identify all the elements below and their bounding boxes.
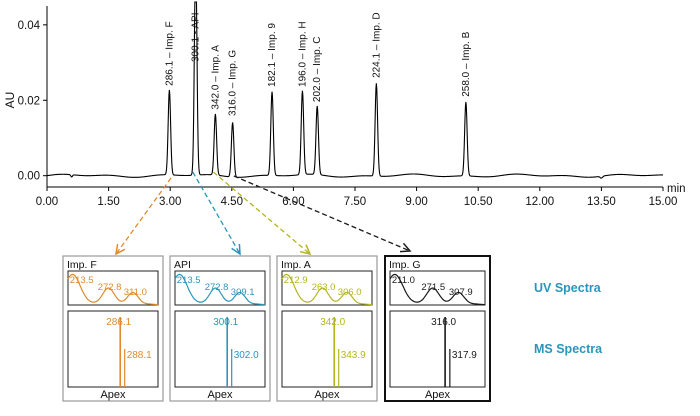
peak-arrow-line bbox=[192, 171, 241, 255]
y-axis-title: AU bbox=[3, 92, 17, 109]
x-tick-label: 1.50 bbox=[97, 196, 119, 208]
ms-spectra-label: MS Spectra bbox=[534, 342, 603, 356]
uv-peak-label: 213.5 bbox=[70, 275, 94, 286]
x-tick-label: 13.50 bbox=[587, 196, 616, 208]
x-tick-label: 9.00 bbox=[405, 196, 427, 208]
apex-label: Apex bbox=[425, 389, 451, 401]
uv-peak-label: 272.8 bbox=[205, 282, 229, 293]
ms-spectrum-box bbox=[67, 310, 159, 388]
chromatogram-trace bbox=[46, 1, 663, 179]
uv-peak-label: 306.0 bbox=[338, 287, 362, 298]
ms-main-ion-label: 300.1 bbox=[213, 317, 238, 328]
x-tick-label: 3.00 bbox=[159, 196, 181, 208]
uv-spectrum-curve bbox=[174, 273, 266, 306]
spectra-panel-frame bbox=[62, 255, 164, 402]
spectra-panel-frame bbox=[169, 255, 271, 402]
spectra-panel-frame bbox=[384, 255, 491, 402]
peak-label: 182.1 – Imp. 9 bbox=[267, 23, 278, 87]
ms-spectrum-box bbox=[174, 310, 266, 388]
uv-peak-label: 309.1 bbox=[231, 287, 255, 298]
peak-label: 286.1 – Imp. F bbox=[164, 21, 175, 85]
apex-label: Apex bbox=[314, 389, 340, 401]
uv-spectrum-box bbox=[389, 270, 486, 306]
x-tick-label: 7.50 bbox=[344, 196, 366, 208]
peak-label: 258.0 – Imp. B bbox=[461, 31, 472, 96]
uv-peak-label: 272.8 bbox=[98, 282, 122, 293]
x-tick-label: 12.00 bbox=[525, 196, 554, 208]
x-tick-label: 15.00 bbox=[649, 196, 678, 208]
peak-label: 316.0 – Imp. G bbox=[228, 50, 239, 116]
peak-arrow-line bbox=[212, 171, 311, 255]
ms-isotope-label: 343.9 bbox=[341, 350, 366, 361]
uv-peak-label: 307.9 bbox=[449, 287, 473, 298]
uv-spectrum-curve bbox=[281, 273, 373, 306]
uv-spectra-label: UV Spectra bbox=[534, 281, 602, 295]
ms-main-ion-label: 286.1 bbox=[106, 317, 131, 328]
y-tick-label: 0.00 bbox=[18, 171, 40, 183]
peak-arrow-head bbox=[115, 243, 126, 256]
peak-label: 196.0 – Imp. H bbox=[297, 21, 308, 87]
peak-arrow-head bbox=[231, 243, 241, 256]
ms-isotope-label: 288.1 bbox=[127, 350, 152, 361]
spectra-panel-title: Imp. A bbox=[281, 259, 311, 271]
uv-peak-label: 212.9 bbox=[284, 275, 308, 286]
ms-spectrum-box bbox=[281, 310, 373, 388]
uv-peak-label: 211.0 bbox=[392, 275, 415, 286]
ms-main-ion-label: 342.0 bbox=[320, 317, 345, 328]
spectra-panel-title: Imp. F bbox=[67, 259, 97, 271]
peak-label: 202.0 – Imp. C bbox=[312, 36, 323, 102]
uv-spectrum-box bbox=[174, 270, 266, 306]
peak-arrow-line bbox=[115, 177, 172, 255]
uv-peak-label: 311.0 bbox=[124, 287, 147, 298]
chromatogram-chart: 0.001.503.004.506.007.509.0010.5012.0013… bbox=[3, 1, 686, 208]
x-tick-label: 0.00 bbox=[36, 196, 58, 208]
ms-isotope-label: 302.0 bbox=[234, 350, 259, 361]
uv-spectrum-box bbox=[281, 270, 373, 306]
uv-spectrum-curve bbox=[67, 273, 159, 306]
y-tick-label: 0.02 bbox=[18, 95, 40, 107]
spectra-panel-frame bbox=[276, 255, 378, 402]
x-tick-label: 4.50 bbox=[221, 196, 243, 208]
uv-peak-label: 271.5 bbox=[421, 282, 445, 293]
peak-arrows bbox=[115, 171, 412, 256]
peak-arrow-head bbox=[399, 242, 412, 253]
ms-isotope-label: 317.9 bbox=[452, 350, 477, 361]
peak-label: 224.1 – Imp. D bbox=[371, 12, 382, 78]
peak-arrow-head bbox=[300, 244, 312, 256]
peak-label: 342.0 – Imp. A bbox=[210, 45, 221, 110]
spectra-panel-title: API bbox=[174, 259, 191, 271]
x-tick-label: 10.50 bbox=[464, 196, 493, 208]
x-axis-title: min bbox=[667, 183, 686, 195]
peak-label: 300.1 - API bbox=[191, 13, 202, 62]
uv-peak-label: 263.0 bbox=[312, 282, 336, 293]
uv-spectrum-curve bbox=[389, 273, 486, 306]
apex-label: Apex bbox=[207, 389, 233, 401]
spectra-panel-title: Imp. G bbox=[389, 259, 421, 271]
y-tick-label: 0.04 bbox=[18, 20, 41, 32]
ms-main-ion-label: 316.0 bbox=[431, 317, 456, 328]
uv-peak-label: 213.5 bbox=[177, 275, 201, 286]
ms-spectrum-box bbox=[389, 310, 486, 388]
uv-spectrum-box bbox=[67, 270, 159, 306]
apex-label: Apex bbox=[100, 389, 126, 401]
